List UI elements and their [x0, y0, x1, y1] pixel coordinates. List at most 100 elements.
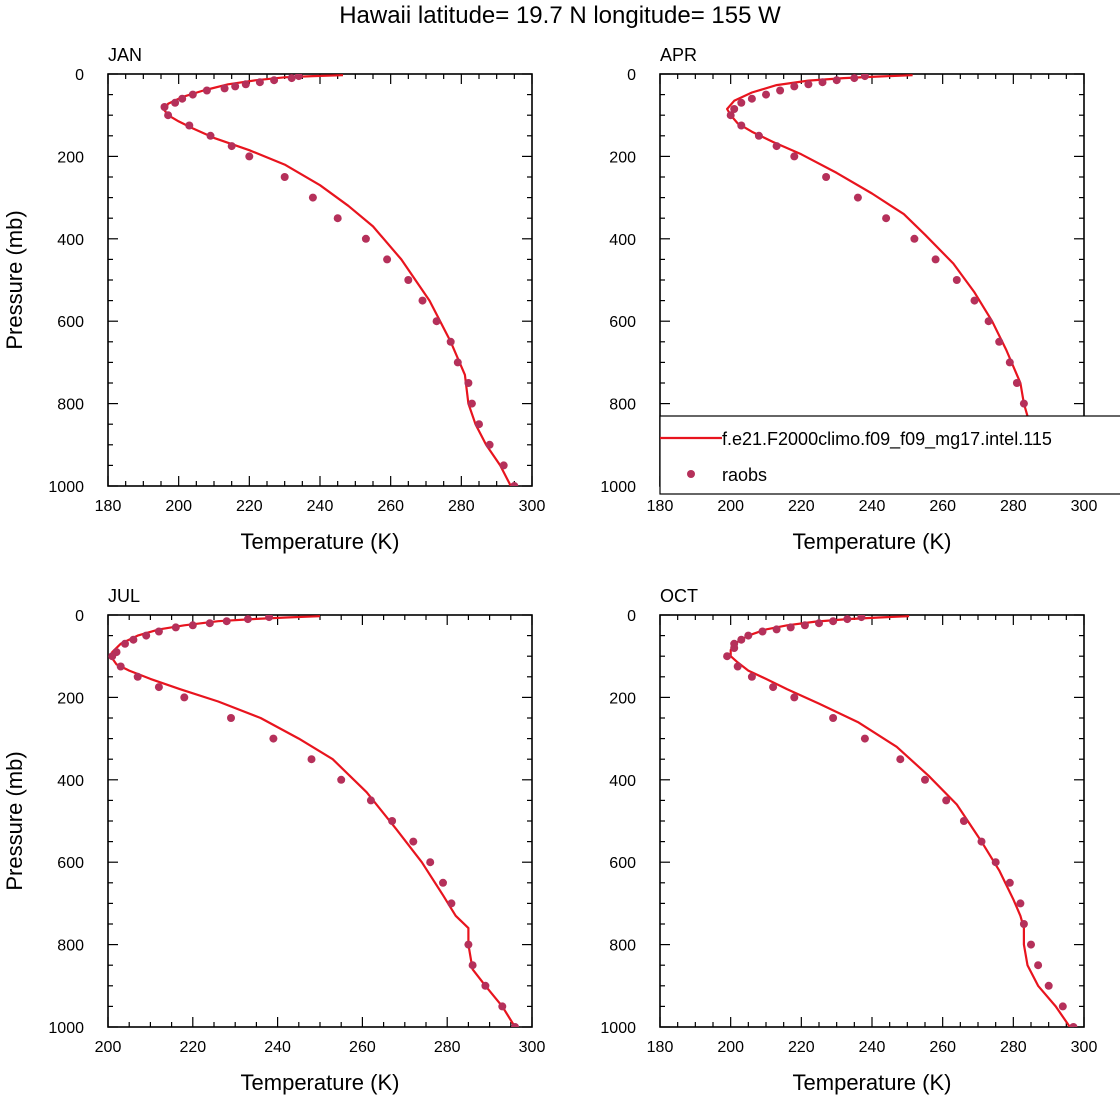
y-axis-label: Pressure (mb) [2, 210, 27, 349]
raobs-marker [308, 193, 317, 202]
raobs-marker [255, 78, 264, 87]
plot-data [723, 615, 1078, 1027]
x-tick-label: 240 [307, 498, 334, 515]
panel-jul: 200 220 240 260 280 300 0 200 400 600 800 1000 JUL Te… [2, 586, 545, 1095]
raobs-marker [815, 619, 823, 628]
plot-data [726, 74, 1071, 486]
y-tick-label: 600 [57, 314, 84, 331]
raobs-marker [154, 627, 163, 636]
plot-frame [107, 73, 533, 487]
plot-frame [107, 614, 533, 1028]
y-tick-label: 200 [609, 149, 636, 166]
model-profile-line [729, 615, 1071, 1027]
raobs-marker [307, 755, 316, 764]
legend: f.e21.F2000climo.f09_f09_mg17.intel.115r… [659, 415, 1120, 495]
x-axis-label: Temperature (K) [241, 1070, 400, 1095]
raobs-marker [1027, 940, 1035, 949]
raobs-marker [468, 961, 477, 970]
raobs-marker [822, 173, 831, 181]
raobs-marker [1058, 1002, 1067, 1011]
raobs-marker [418, 296, 427, 305]
raobs-marker [227, 142, 236, 151]
legend-box [659, 415, 1120, 495]
x-tick-label: 240 [859, 1039, 886, 1056]
x-tick-label: 280 [434, 1039, 461, 1056]
x-tick-label: 240 [859, 498, 886, 515]
raobs-marker [116, 662, 125, 671]
raobs-marker [853, 193, 862, 202]
raobs-marker [991, 858, 1000, 867]
x-tick-label: 220 [788, 498, 815, 515]
raobs-marker [790, 693, 799, 702]
raobs-marker [383, 255, 392, 264]
raobs-marker [287, 74, 296, 83]
y-tick-label: 600 [57, 855, 84, 872]
x-tick-label: 180 [647, 498, 674, 515]
raobs-marker [995, 337, 1004, 346]
x-tick-label: 180 [647, 1039, 674, 1056]
model-profile-line [111, 615, 516, 1027]
raobs-marker [206, 131, 215, 140]
y-tick-label: 1000 [48, 1020, 84, 1037]
raobs-marker [481, 981, 490, 990]
raobs-marker [772, 142, 781, 151]
raobs-marker [154, 683, 163, 692]
raobs-marker [843, 615, 852, 624]
y-tick-label: 800 [57, 397, 84, 414]
raobs-marker [180, 693, 189, 702]
raobs-marker [829, 714, 838, 722]
x-tick-label: 220 [236, 498, 263, 515]
raobs-marker [294, 74, 303, 81]
raobs-marker [726, 111, 735, 120]
raobs-marker [977, 837, 986, 846]
raobs-marker [510, 482, 519, 486]
x-tick-label: 260 [929, 498, 956, 515]
raobs-marker [426, 858, 435, 867]
x-tick-label: 180 [95, 498, 122, 515]
raobs-marker [1005, 358, 1014, 367]
raobs-marker [790, 152, 799, 161]
raobs-marker [730, 644, 739, 652]
x-tick-label: 260 [349, 1039, 376, 1056]
raobs-marker [737, 98, 746, 107]
panel-title: JUL [108, 586, 140, 606]
raobs-marker [447, 899, 456, 908]
raobs-marker [231, 82, 240, 91]
raobs-marker [984, 317, 993, 326]
y-tick-label: 0 [75, 608, 84, 625]
raobs-marker [202, 86, 211, 95]
raobs-marker [178, 94, 187, 103]
raobs-marker [737, 635, 746, 644]
raobs-marker [800, 621, 809, 630]
x-tick-label: 300 [519, 1039, 546, 1056]
plot-data [160, 74, 519, 486]
raobs-marker [1016, 899, 1025, 908]
raobs-marker [337, 775, 346, 784]
x-tick-label: 200 [717, 498, 744, 515]
raobs-marker [485, 440, 494, 449]
plot-data [108, 615, 519, 1027]
raobs-marker [171, 623, 180, 632]
raobs-marker [269, 734, 278, 743]
raobs-marker [723, 652, 732, 661]
raobs-marker [896, 755, 905, 764]
raobs-marker [818, 78, 827, 87]
legend-label-model: f.e21.F2000climo.f09_f09_mg17.intel.115 [722, 429, 1052, 450]
raobs-marker [432, 317, 441, 326]
raobs-marker [1012, 379, 1021, 387]
raobs-marker [1019, 399, 1028, 408]
raobs-marker [758, 627, 767, 636]
raobs-marker [952, 276, 961, 284]
x-tick-label: 300 [1071, 1039, 1098, 1056]
raobs-marker [129, 635, 138, 644]
raobs-marker [733, 662, 742, 671]
plot-frame [659, 614, 1085, 1028]
model-profile-line [163, 74, 512, 486]
panel-title: OCT [660, 586, 698, 606]
raobs-marker [499, 461, 508, 470]
raobs-marker [243, 615, 252, 624]
raobs-marker [388, 817, 397, 825]
x-tick-label: 220 [179, 1039, 206, 1056]
x-axis-label: Temperature (K) [241, 529, 400, 554]
